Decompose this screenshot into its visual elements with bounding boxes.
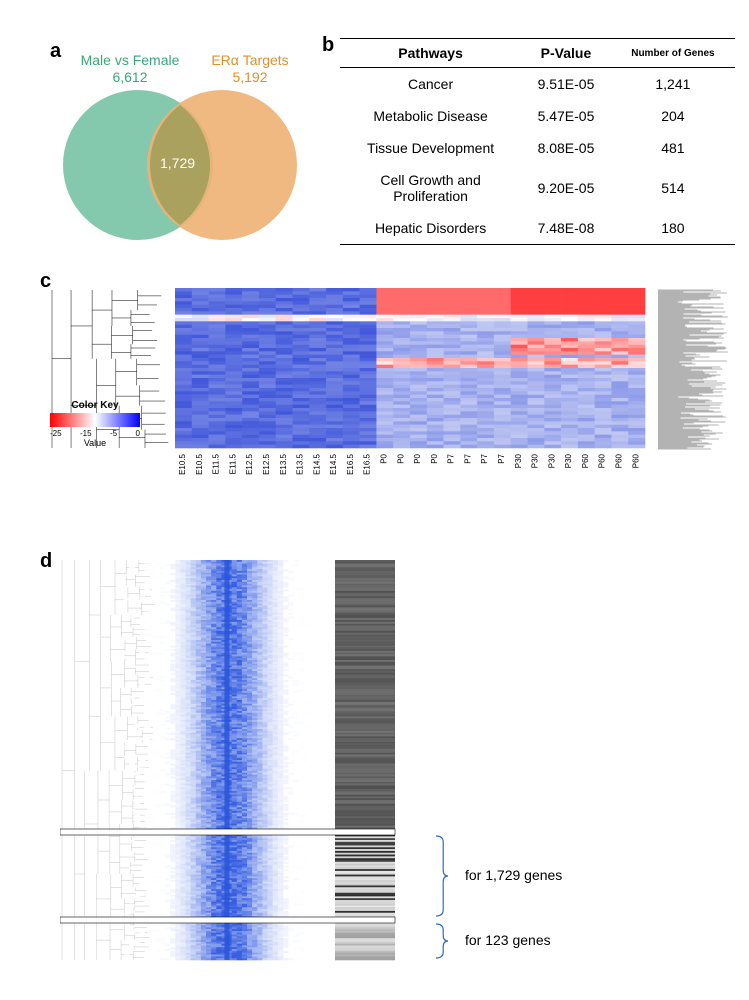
panel-d-label: d [40, 550, 52, 573]
svg-text:P60: P60 [581, 453, 590, 468]
svg-text:P60: P60 [631, 453, 640, 468]
cell-pvalue: 7.48E-08 [521, 212, 611, 245]
venn-diagram: Male vs Female 6,612 ERα Targets 5,192 1… [50, 40, 310, 250]
table-header-row: Pathways P-Value Number of Genes [340, 39, 735, 68]
ck-tick-3: 0 [136, 429, 140, 438]
pathways-table: Pathways P-Value Number of Genes Cancer9… [340, 38, 735, 245]
svg-text:P7: P7 [497, 453, 506, 463]
col-pathways: Pathways [340, 39, 521, 68]
color-key-axis-label: Value [40, 438, 150, 448]
panel-a: a Male vs Female 6,612 ERα Targets 5,192… [50, 40, 330, 250]
venn-left-count: 6,612 [112, 69, 147, 85]
svg-text:E11.5: E11.5 [212, 453, 221, 474]
braces [432, 560, 462, 980]
svg-text:E13.5: E13.5 [279, 453, 288, 474]
color-key: Color Key -25 -15 -5 0 Value [40, 400, 150, 448]
venn-right-count: 5,192 [232, 69, 267, 85]
svg-text:P0: P0 [380, 453, 389, 463]
cell-pathway: Tissue Development [340, 132, 521, 164]
cell-pvalue: 5.47E-05 [521, 100, 611, 132]
svg-text:P60: P60 [615, 453, 624, 468]
svg-text:P0: P0 [396, 453, 405, 463]
cell-ngenes: 180 [611, 212, 735, 245]
ck-tick-0: -25 [50, 429, 62, 438]
pathways-tbody: Cancer9.51E-051,241Metabolic Disease5.47… [340, 68, 735, 245]
svg-text:P30: P30 [547, 453, 556, 468]
svg-text:P30: P30 [564, 453, 573, 468]
cell-ngenes: 514 [611, 164, 735, 212]
ck-tick-1: -15 [80, 429, 92, 438]
ck-tick-2: -5 [110, 429, 117, 438]
svg-text:E14.5: E14.5 [312, 453, 321, 474]
heatmap-c: E10.5 E10.5 E11.5 E11.5 E12.5 E12.5 E13.5 E13.5… [175, 288, 655, 488]
panel-d: d for 1,729 genes for 123 genes [40, 550, 740, 990]
cell-pathway: Cancer [340, 68, 521, 101]
svg-text:P30: P30 [531, 453, 540, 468]
svg-text:E12.5: E12.5 [245, 453, 254, 474]
cell-pathway: Metabolic Disease [340, 100, 521, 132]
table-row: Cell Growth andProliferation9.20E-05514 [340, 164, 735, 212]
cell-pvalue: 8.08E-05 [521, 132, 611, 164]
svg-text:E16.5: E16.5 [363, 453, 372, 474]
svg-text:E10.5: E10.5 [178, 453, 187, 474]
venn-right-title: ERα Targets 5,192 [190, 52, 310, 86]
row-labels-c [658, 288, 738, 458]
panel-b: b Pathways P-Value Number of Genes Cance… [340, 38, 735, 245]
svg-text:E12.5: E12.5 [262, 453, 271, 474]
venn-left-title: Male vs Female 6,612 [60, 52, 200, 86]
color-key-title: Color Key [40, 400, 150, 411]
figure-container: a Male vs Female 6,612 ERα Targets 5,192… [20, 20, 729, 980]
cell-ngenes: 1,241 [611, 68, 735, 101]
cell-ngenes: 204 [611, 100, 735, 132]
cell-pathway: Hepatic Disorders [340, 212, 521, 245]
chipseq-svg [60, 560, 430, 980]
svg-text:E13.5: E13.5 [296, 453, 305, 474]
color-key-bar [50, 413, 140, 427]
svg-text:E10.5: E10.5 [195, 453, 204, 474]
cell-pathway: Cell Growth andProliferation [340, 164, 521, 212]
svg-text:P7: P7 [447, 453, 456, 463]
svg-text:P0: P0 [413, 453, 422, 463]
table-row: Cancer9.51E-051,241 [340, 68, 735, 101]
venn-overlap-count: 1,729 [160, 155, 195, 171]
svg-text:P30: P30 [514, 453, 523, 468]
annot-1729: for 1,729 genes [465, 867, 562, 883]
svg-text:P0: P0 [430, 453, 439, 463]
svg-text:E11.5: E11.5 [228, 453, 237, 474]
svg-text:P7: P7 [480, 453, 489, 463]
panel-c: c Color Key -25 -15 -5 0 Value E10.5E10.… [40, 270, 740, 530]
venn-left-title-text: Male vs Female [81, 52, 180, 68]
annot-123: for 123 genes [465, 932, 551, 948]
col-pvalue: P-Value [521, 39, 611, 68]
cell-ngenes: 481 [611, 132, 735, 164]
svg-text:P7: P7 [463, 453, 472, 463]
table-row: Tissue Development8.08E-05481 [340, 132, 735, 164]
svg-text:P60: P60 [598, 453, 607, 468]
panel-b-label: b [322, 34, 334, 57]
table-row: Metabolic Disease5.47E-05204 [340, 100, 735, 132]
col-ngenes: Number of Genes [611, 39, 735, 68]
svg-text:E14.5: E14.5 [329, 453, 338, 474]
venn-right-title-text: ERα Targets [211, 52, 288, 68]
svg-text:E16.5: E16.5 [346, 453, 355, 474]
cell-pvalue: 9.20E-05 [521, 164, 611, 212]
color-key-ticks: -25 -15 -5 0 [50, 429, 140, 438]
table-row: Hepatic Disorders7.48E-08180 [340, 212, 735, 245]
cell-pvalue: 9.51E-05 [521, 68, 611, 101]
